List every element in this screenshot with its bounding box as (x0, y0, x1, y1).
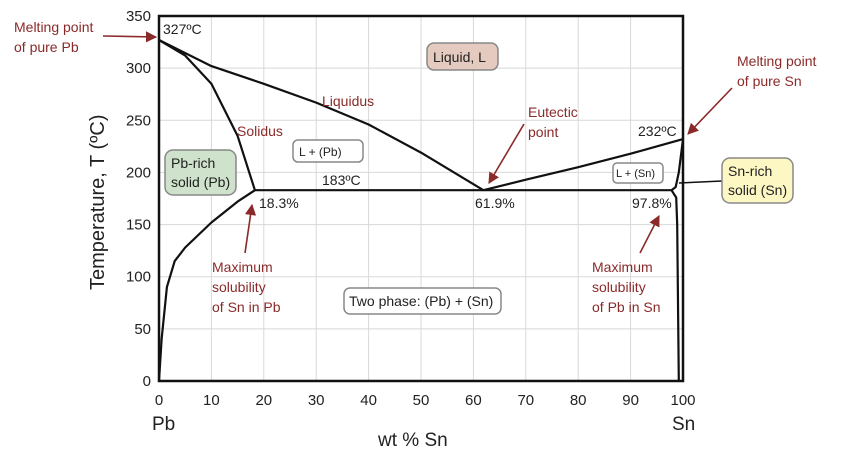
max-sol-pb-in-sn-annotation: Maximum solubility of Pb in Sn (592, 259, 661, 315)
x-tick-label: 100 (670, 392, 695, 409)
liquidus-label: Liquidus (322, 93, 374, 109)
curve-solidus-sn (670, 138, 685, 192)
y-tick-label: 0 (143, 373, 151, 390)
max-sol-pb-arrow (244, 203, 257, 254)
x-tick-label: 70 (517, 392, 534, 409)
eutectic-temp-label: 183ºC (322, 172, 361, 188)
melt-pb-annotation: Melting point of pure Pb (14, 19, 93, 55)
x-end-label-sn: Sn (672, 414, 695, 435)
grid (158, 15, 684, 382)
curve-liquidus-right (483, 138, 684, 192)
two-phase-region-label: Two phase: (Pb) + (Sn) (349, 293, 493, 309)
solidus-label: Solidus (237, 123, 283, 139)
x-tick-label: 20 (255, 392, 272, 409)
x-tick-label: 40 (360, 392, 377, 409)
curve-liquidus-left (158, 39, 484, 192)
pb-solid-region-box (164, 149, 237, 196)
curve-solvus-pb (157, 189, 256, 382)
x-tick-label: 90 (622, 392, 639, 409)
sn-solid-region-box (721, 157, 794, 204)
liquid-region-box (426, 42, 499, 71)
y-axis-label: Temperature, T (ºC) (87, 114, 109, 290)
y-tick-label: 200 (126, 164, 151, 181)
x-tick-label: 10 (203, 392, 220, 409)
melt-sn-arrow (687, 87, 733, 135)
liquid-region-label: Liquid, L (433, 49, 486, 65)
pb-solid-region-label: Pb-rich solid (Pb) (171, 155, 230, 190)
x-tick-label: 50 (413, 392, 430, 409)
y-tick-label: 300 (126, 60, 151, 77)
l-sn-region-box (612, 162, 664, 184)
sn-melt-temp-label: 232ºC (638, 123, 677, 139)
curve-solidus-pb (158, 39, 256, 191)
x-tick-label: 30 (308, 392, 325, 409)
x-tick-label: 0 (155, 392, 163, 409)
x-tick-label: 80 (570, 392, 587, 409)
y-tick-label: 50 (134, 321, 151, 338)
melt-sn-annotation: Melting point of pure Sn (737, 53, 816, 89)
l-sn-region-label: L + (Sn) (616, 168, 655, 180)
plot-frame (157, 14, 685, 383)
eutectic-point-annotation: Eutectic point (528, 104, 578, 140)
axis-ticks: 0 10 20 30 40 50 60 70 80 90 100 0 50 100 150 200 250 300… (126, 8, 696, 409)
l-pb-region-label: L + (Pb) (299, 145, 342, 159)
pb-melt-temp-label: 327ºC (163, 21, 202, 37)
curve-solvus-sn (670, 189, 680, 382)
melt-pb-arrow (102, 31, 158, 43)
y-tick-label: 250 (126, 112, 151, 129)
sn-solid-pointer (678, 180, 723, 184)
pb-max-sol-label: 18.3% (259, 195, 299, 211)
x-axis-label: wt % Sn (377, 430, 448, 451)
two-phase-region-box (343, 287, 502, 315)
l-pb-region-box (292, 139, 364, 163)
eutectic-arrow (488, 123, 525, 184)
phase-curves (157, 39, 685, 382)
y-tick-label: 100 (126, 269, 151, 286)
sn-max-sol-label: 97.8% (632, 195, 672, 211)
y-tick-label: 150 (126, 217, 151, 234)
sn-solid-region-label: Sn-rich solid (Sn) (728, 163, 787, 198)
x-end-label-pb: Pb (152, 414, 175, 435)
max-sol-sn-in-pb-annotation: Maximum solubility of Sn in Pb (212, 259, 281, 315)
eutectic-comp-label: 61.9% (475, 195, 515, 211)
x-tick-label: 60 (465, 392, 482, 409)
max-sol-sn-arrow (639, 215, 660, 254)
y-tick-label: 350 (126, 8, 151, 25)
